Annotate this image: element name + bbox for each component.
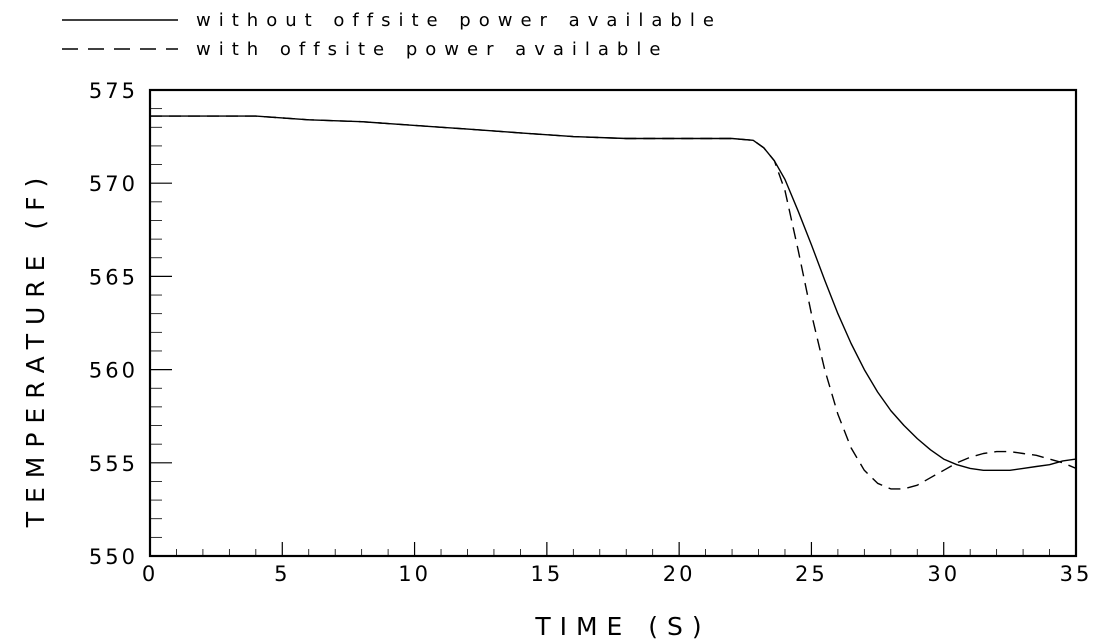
x-tick-label: 0 <box>142 562 158 586</box>
legend-label: with offsite power available <box>196 39 668 60</box>
plot-frame <box>148 88 1078 558</box>
y-tick-labels: 550 555 560 565 570 575 <box>89 79 138 569</box>
x-tick-labels: 0 5 10 15 20 25 30 35 <box>142 562 1093 586</box>
x-tick-label: 25 <box>795 562 828 586</box>
series-layer <box>150 115 1077 490</box>
x-axis-title: TIME (S) <box>534 612 710 641</box>
y-tick-label: 555 <box>89 452 138 476</box>
y-axis-title: TEMPERATURE (F) <box>21 169 50 529</box>
series-line-with-offsite-power <box>150 115 1077 490</box>
y-tick-label: 575 <box>89 79 138 103</box>
x-tick-label: 20 <box>663 562 696 586</box>
major-ticks <box>149 89 1077 557</box>
x-tick-label: 10 <box>398 562 431 586</box>
y-tick-label: 565 <box>89 265 138 289</box>
legend: without offsite power available with offs… <box>62 10 722 60</box>
x-tick-label: 15 <box>530 562 563 586</box>
y-tick-label: 560 <box>89 359 138 383</box>
legend-label: without offsite power available <box>196 10 722 31</box>
x-tick-label: 30 <box>927 562 960 586</box>
y-tick-label: 550 <box>89 545 138 569</box>
series-line-without-offsite-power <box>150 115 1077 471</box>
y-tick-label: 570 <box>89 172 138 196</box>
x-tick-label: 5 <box>274 562 290 586</box>
x-tick-label: 35 <box>1060 562 1093 586</box>
minor-ticks <box>150 108 1050 556</box>
